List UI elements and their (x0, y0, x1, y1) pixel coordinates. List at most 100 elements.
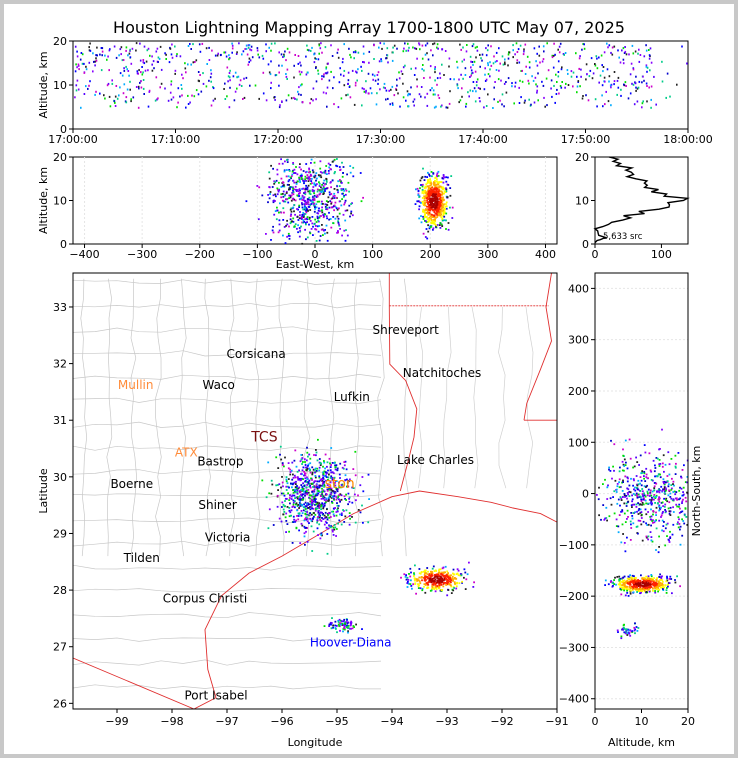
source-point (352, 51, 355, 54)
source-point (342, 57, 344, 60)
x-tick-label: −96 (270, 715, 293, 728)
source-point (332, 526, 335, 529)
source-point (160, 68, 163, 71)
source-point (300, 168, 302, 171)
source-point (611, 53, 614, 56)
source-point (551, 56, 554, 59)
source-point (287, 467, 290, 470)
source-point (223, 88, 225, 90)
source-point (507, 57, 510, 60)
source-point (678, 505, 680, 508)
source-point (631, 44, 634, 47)
source-point (303, 192, 305, 194)
source-point (307, 71, 309, 74)
source-point (314, 475, 317, 477)
source-point (326, 105, 328, 108)
source-point (330, 464, 332, 466)
source-point (325, 183, 327, 185)
source-point (96, 54, 98, 57)
source-point (441, 177, 444, 180)
source-point (444, 574, 447, 577)
source-point (324, 183, 326, 186)
source-point (294, 488, 297, 491)
source-point (645, 65, 648, 68)
source-point (289, 208, 292, 211)
source-point (655, 103, 657, 106)
source-point (311, 501, 314, 504)
source-point (321, 75, 323, 78)
source-point (296, 485, 298, 487)
source-point (431, 583, 434, 586)
source-point (451, 577, 454, 580)
source-point (678, 489, 681, 492)
source-point (629, 590, 632, 593)
source-point (475, 56, 477, 59)
source-point (333, 515, 336, 517)
source-point (284, 50, 286, 53)
source-point (453, 78, 455, 81)
source-point (339, 462, 342, 465)
source-point (666, 522, 669, 525)
source-point (642, 503, 645, 506)
source-point (350, 203, 352, 205)
source-point (353, 57, 355, 60)
source-point (426, 216, 428, 218)
source-point (581, 48, 583, 51)
source-point (285, 190, 288, 193)
source-point (475, 90, 477, 93)
source-point (618, 486, 621, 489)
source-point (257, 53, 259, 56)
source-point (405, 578, 408, 581)
source-point (445, 190, 448, 193)
source-point (427, 203, 430, 205)
source-point (457, 574, 460, 577)
source-point (493, 86, 495, 89)
source-point (426, 212, 428, 214)
source-point (661, 529, 663, 532)
source-point (653, 581, 656, 584)
source-point (247, 46, 250, 49)
source-point (287, 175, 290, 178)
source-point (666, 577, 668, 579)
source-point (435, 189, 438, 192)
source-point (265, 233, 267, 235)
source-point (631, 630, 634, 632)
source-point (637, 509, 640, 512)
source-point (437, 192, 440, 194)
source-point (684, 481, 687, 483)
source-point (338, 485, 340, 487)
source-point (440, 580, 443, 583)
source-point (656, 588, 658, 591)
source-point (135, 86, 138, 88)
source-point (267, 201, 269, 204)
source-point (551, 95, 553, 98)
source-point (345, 493, 347, 496)
source-point (327, 496, 330, 499)
source-point (319, 491, 321, 494)
source-point (487, 44, 489, 47)
source-point (315, 203, 318, 206)
source-point (660, 516, 662, 518)
source-point (306, 492, 309, 494)
source-point (249, 48, 251, 51)
source-point (343, 229, 346, 232)
source-point (464, 571, 467, 574)
source-point (602, 66, 605, 68)
source-point (438, 568, 441, 571)
source-point (327, 201, 329, 203)
source-point (425, 183, 428, 186)
parish-line (498, 306, 507, 489)
source-point (174, 69, 177, 72)
source-point (323, 514, 326, 517)
source-point (321, 517, 323, 519)
source-point (662, 454, 665, 457)
source-point (424, 209, 427, 211)
source-point (636, 588, 639, 590)
source-point (443, 574, 446, 577)
source-point (317, 511, 320, 514)
source-point (335, 207, 338, 210)
source-point (644, 499, 647, 502)
source-point (483, 106, 485, 109)
source-point (333, 498, 335, 501)
source-point (439, 212, 442, 214)
